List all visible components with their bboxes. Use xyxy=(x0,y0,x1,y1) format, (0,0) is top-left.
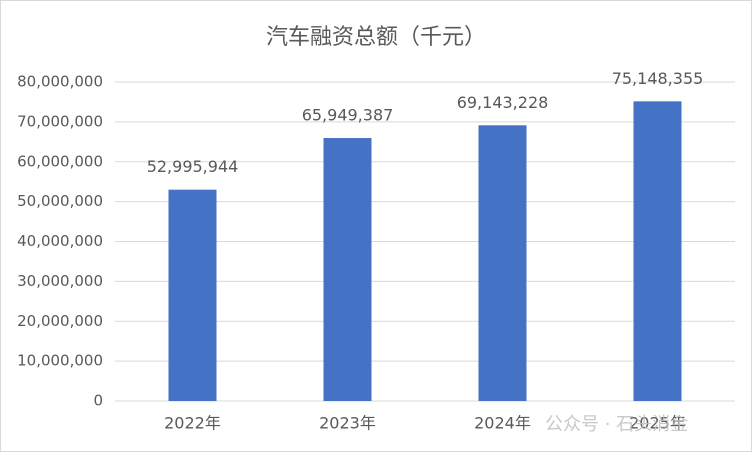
y-tick-label: 10,000,000 xyxy=(17,352,103,370)
x-tick-label: 2025年 xyxy=(629,414,686,433)
bar xyxy=(478,125,527,401)
bar xyxy=(168,189,217,401)
y-tick-label: 60,000,000 xyxy=(17,152,103,170)
y-tick-label: 20,000,000 xyxy=(17,312,103,330)
x-tick-label: 2023年 xyxy=(319,414,376,433)
watermark: 公众号 · 石头消金 xyxy=(545,414,688,435)
chart-title: 汽车融资总额（千元） xyxy=(266,25,486,50)
y-tick-label: 30,000,000 xyxy=(17,272,103,290)
y-tick-label: 40,000,000 xyxy=(17,232,103,250)
bar xyxy=(323,138,372,401)
data-label: 69,143,228 xyxy=(457,93,549,112)
data-label: 52,995,944 xyxy=(147,157,239,176)
data-label: 65,949,387 xyxy=(302,106,394,125)
y-tick-label: 80,000,000 xyxy=(17,73,103,91)
y-tick-label: 50,000,000 xyxy=(17,192,103,210)
x-tick-label: 2024年 xyxy=(474,414,531,433)
bar xyxy=(633,101,682,401)
x-tick-label: 2022年 xyxy=(164,414,221,433)
data-label: 75,148,355 xyxy=(612,69,704,88)
y-tick-label: 0 xyxy=(93,392,103,410)
y-tick-label: 70,000,000 xyxy=(17,112,103,130)
